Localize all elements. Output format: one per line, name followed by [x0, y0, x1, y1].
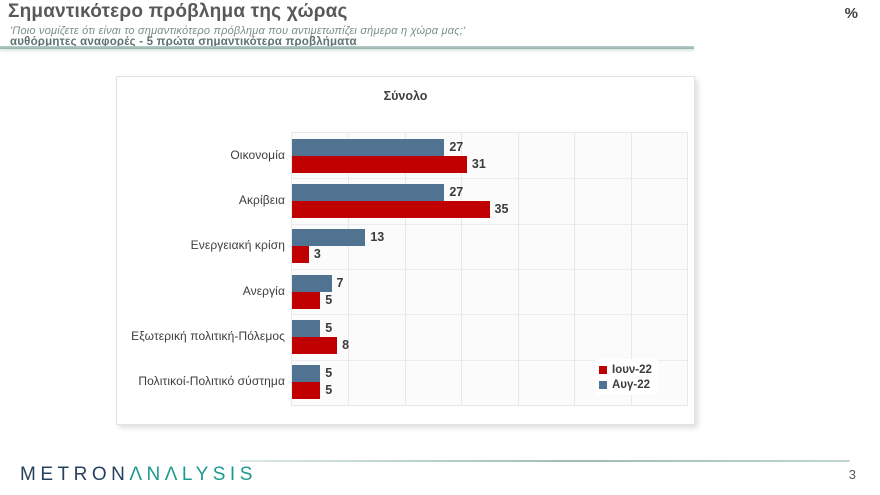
legend-label-aug-22: Αυγ-22	[612, 378, 651, 391]
legend-item-jun-22: Ιουν-22	[599, 362, 652, 377]
chart-card: Σύνολο Οικονομία Ακρίβεια Ενεργειακή κρίση…	[116, 76, 695, 425]
bar-Ιουν-22	[292, 382, 321, 400]
bar-value-label: 3	[313, 247, 321, 262]
page-title: Σημαντικότερο πρόβλημα της χώρας	[8, 1, 348, 22]
category-label: Ενεργειακή κρίση	[190, 238, 285, 253]
bar-Ιουν-22	[292, 155, 467, 173]
bar-Αυγ-22	[292, 319, 321, 337]
plot-area: 27 31 27 35 13 3 7 5 5 8 5 5	[291, 132, 688, 406]
subtitle-note: αυθόρμητες αναφορές - 5 πρώτα σημαντικότ…	[10, 36, 357, 48]
bar-Αυγ-22	[292, 274, 332, 292]
bar-value-label: 13	[370, 230, 385, 245]
bar-value-label: 31	[471, 156, 486, 171]
bar-value-label: 27	[449, 184, 464, 199]
bar-value-label: 5	[325, 292, 333, 307]
category-label: Εξωτερική πολιτική-Πόλεμος	[131, 328, 285, 343]
logo-metron-text: METRON	[20, 464, 130, 485]
bar-Αυγ-22	[292, 138, 445, 156]
category-axis-labels: Οικονομία Ακρίβεια Ενεργειακή κρίση Ανεργία…	[117, 132, 285, 404]
metron-analysis-logo: METRONΛNΛLYSIS	[20, 464, 257, 486]
legend-item-aug-22: Αυγ-22	[599, 377, 652, 392]
bar-value-label: 35	[494, 201, 509, 216]
gridline-horizontal	[292, 314, 687, 316]
bar-value-label: 5	[325, 320, 333, 335]
category-label: Ακρίβεια	[238, 192, 285, 207]
gridline-horizontal	[292, 269, 687, 270]
legend-label-jun-22: Ιουν-22	[612, 363, 652, 376]
bar-value-label: 27	[449, 139, 464, 154]
category-label: Οικονομία	[230, 147, 285, 162]
bar-Ιουν-22	[292, 246, 309, 264]
category-label: Ανεργία	[242, 283, 285, 298]
legend-swatch-red	[599, 365, 607, 374]
bar-value-label: 5	[325, 366, 333, 381]
subtitle-question: 'Ποιο νομίζετε ότι είναι το σημαντικότερ…	[10, 25, 466, 37]
bar-Αυγ-22	[292, 229, 366, 247]
gridline-vertical	[687, 133, 688, 405]
bar-value-label: 7	[336, 275, 344, 290]
bar-value-label: 8	[342, 337, 350, 352]
chart-row: 13 3	[292, 224, 687, 269]
percent-symbol: %	[844, 5, 858, 22]
bar-Ιουν-22	[292, 336, 338, 354]
gridline-horizontal	[292, 178, 687, 180]
legend: Ιουν-22 Αυγ-22	[595, 359, 658, 395]
chart-row: 27 35	[292, 178, 687, 223]
bar-value-label: 5	[325, 383, 333, 398]
logo-analysis-text: ΛNΛLYSIS	[129, 464, 257, 485]
header-divider	[0, 46, 694, 49]
bar-Ιουν-22	[292, 200, 490, 218]
gridline-horizontal	[292, 223, 687, 225]
chart-row: 27 31	[292, 133, 687, 178]
category-label: Πολιτικοί-Πολιτικό σύστημα	[138, 374, 285, 389]
bar-Ιουν-22	[292, 291, 321, 309]
bar-Αυγ-22	[292, 183, 445, 201]
gridline-horizontal	[292, 359, 687, 361]
footer-divider	[240, 460, 850, 462]
page-number: 3	[848, 467, 856, 482]
legend-swatch-blue	[599, 380, 607, 389]
chart-title: Σύνολο	[383, 89, 428, 103]
bar-Αυγ-22	[292, 365, 321, 383]
